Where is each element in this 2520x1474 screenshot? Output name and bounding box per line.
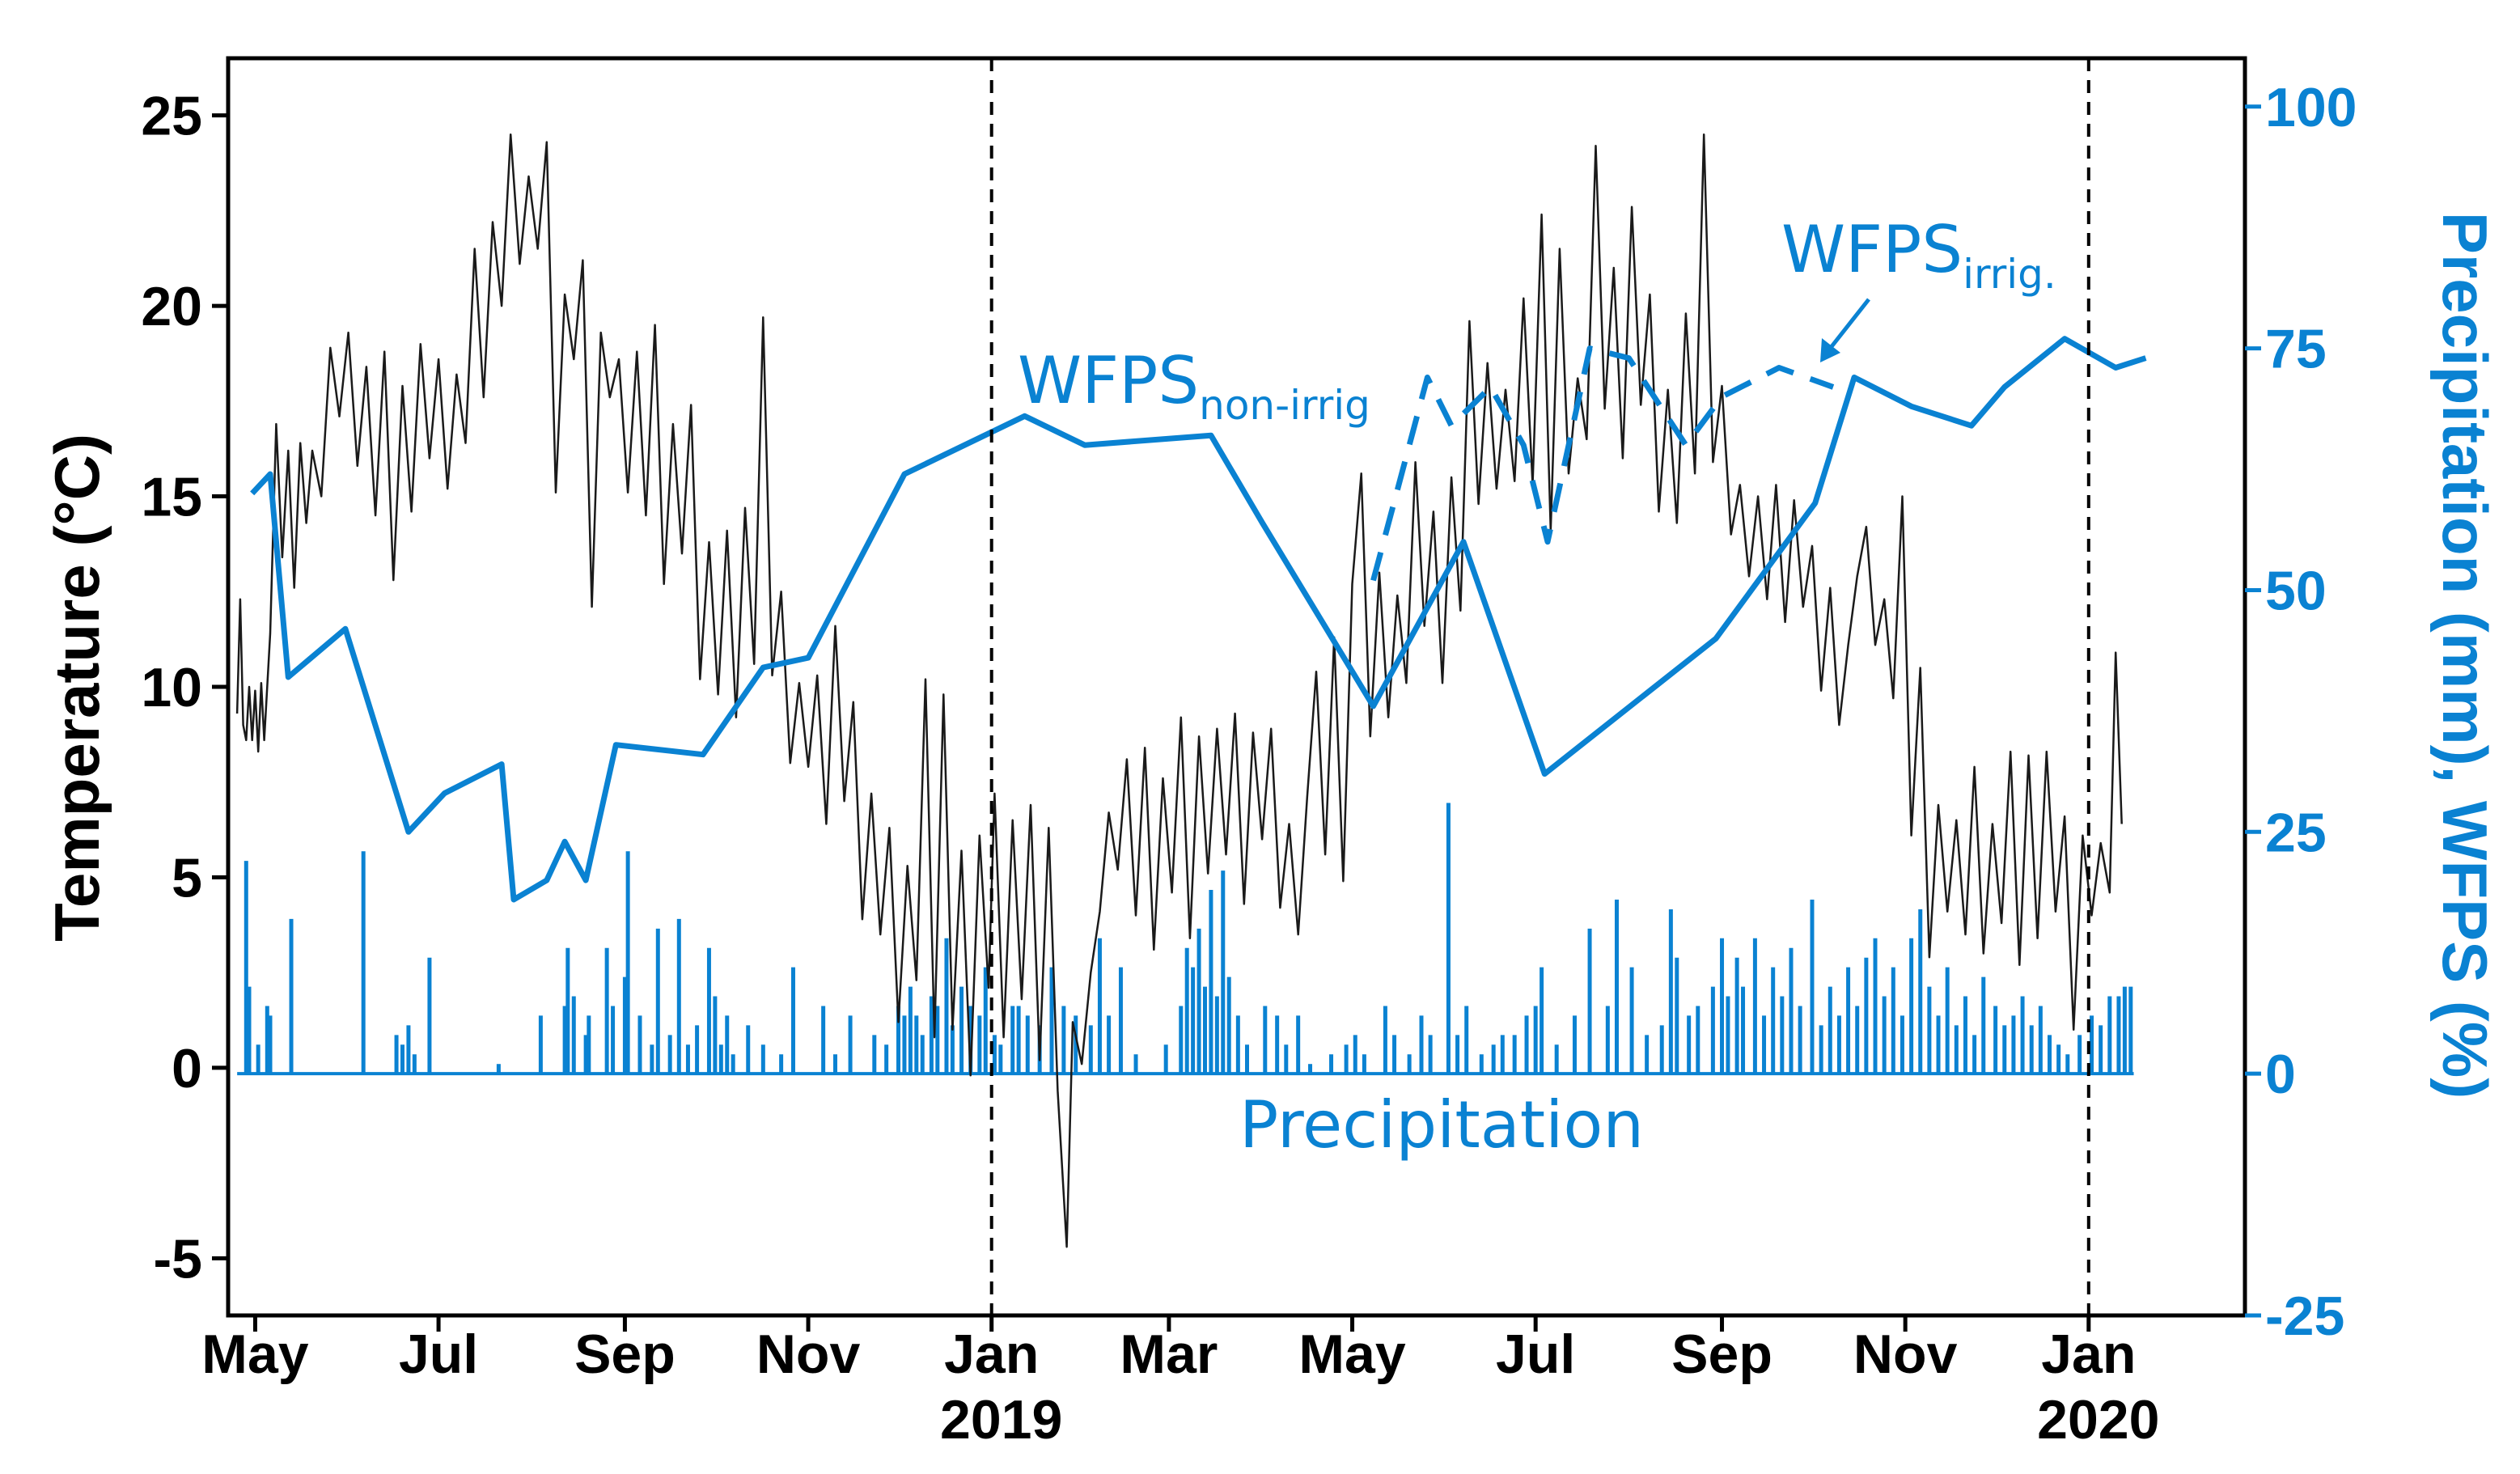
x-tick-label: May	[1298, 1324, 1405, 1385]
y-right-tick-label: 100	[2265, 77, 2357, 138]
wfps-irrig-line	[1370, 345, 1835, 582]
right-axis-labels: -25 0 25 50 75 100	[2265, 77, 2357, 1347]
x-tick-label: Jan	[2041, 1324, 2136, 1385]
wfps-irrig-arrow	[1820, 298, 1870, 362]
x-tick-label: Nov	[756, 1324, 861, 1385]
wfps-non-irrig-label-main: WFPS	[1018, 343, 1199, 418]
wfps-non-irrig-label: WFPSnon-irrig	[1018, 343, 1370, 429]
precipitation-bars	[244, 803, 2133, 1074]
y-left-tick-label: 10	[141, 657, 202, 718]
x-tick-label: Sep	[1671, 1324, 1772, 1385]
year-markers	[989, 58, 2090, 1315]
axis-ticks	[212, 104, 2261, 1332]
y-right-tick-label: 75	[2265, 319, 2327, 380]
x-tick-label: Mar	[1120, 1324, 1218, 1385]
x-tick-year-label: 2019	[940, 1389, 1062, 1451]
wfps-irrig-label-main: WFPS	[1781, 212, 1963, 287]
temperature-series	[235, 133, 2123, 1248]
x-tick-label: Jul	[399, 1324, 478, 1385]
wfps-non-irrig-label-sub: non-irrig	[1199, 382, 1370, 429]
y-axis-left-title: Temperature (°C)	[41, 434, 112, 942]
wfps-irrig-label-sub: irrig.	[1963, 251, 2056, 298]
wfps-series	[250, 336, 2147, 903]
y-left-tick-label: -5	[154, 1228, 202, 1290]
y-right-tick-label: 0	[2265, 1044, 2296, 1105]
y-left-tick-label: 0	[172, 1038, 202, 1099]
y-left-tick-label: 5	[172, 847, 202, 909]
x-tick-year-label: 2020	[2037, 1389, 2159, 1451]
temperature-line	[235, 133, 2123, 1248]
left-axis-labels: -5 0 5 10 15 20 25	[141, 86, 202, 1290]
y-left-tick-label: 20	[141, 276, 202, 337]
y-axis-right-title: Precipitation (mm), WFPS (%)	[2429, 212, 2501, 1099]
precipitation-label: Precipitation	[1239, 1087, 1644, 1163]
x-tick-label: Jul	[1496, 1324, 1575, 1385]
wfps-irrig-label: WFPSirrig.	[1781, 212, 2056, 298]
wfps-non-irrig-line	[250, 336, 2147, 903]
y-right-tick-label: -25	[2265, 1286, 2344, 1347]
x-tick-label: Jan	[944, 1324, 1039, 1385]
x-tick-label: Nov	[1853, 1324, 1958, 1385]
y-left-tick-label: 15	[141, 467, 202, 528]
x-tick-label: Sep	[574, 1324, 676, 1385]
y-right-tick-label: 25	[2265, 802, 2327, 863]
x-tick-label: May	[201, 1324, 308, 1385]
y-left-tick-label: 25	[141, 86, 202, 147]
y-right-tick-label: 50	[2265, 560, 2327, 621]
